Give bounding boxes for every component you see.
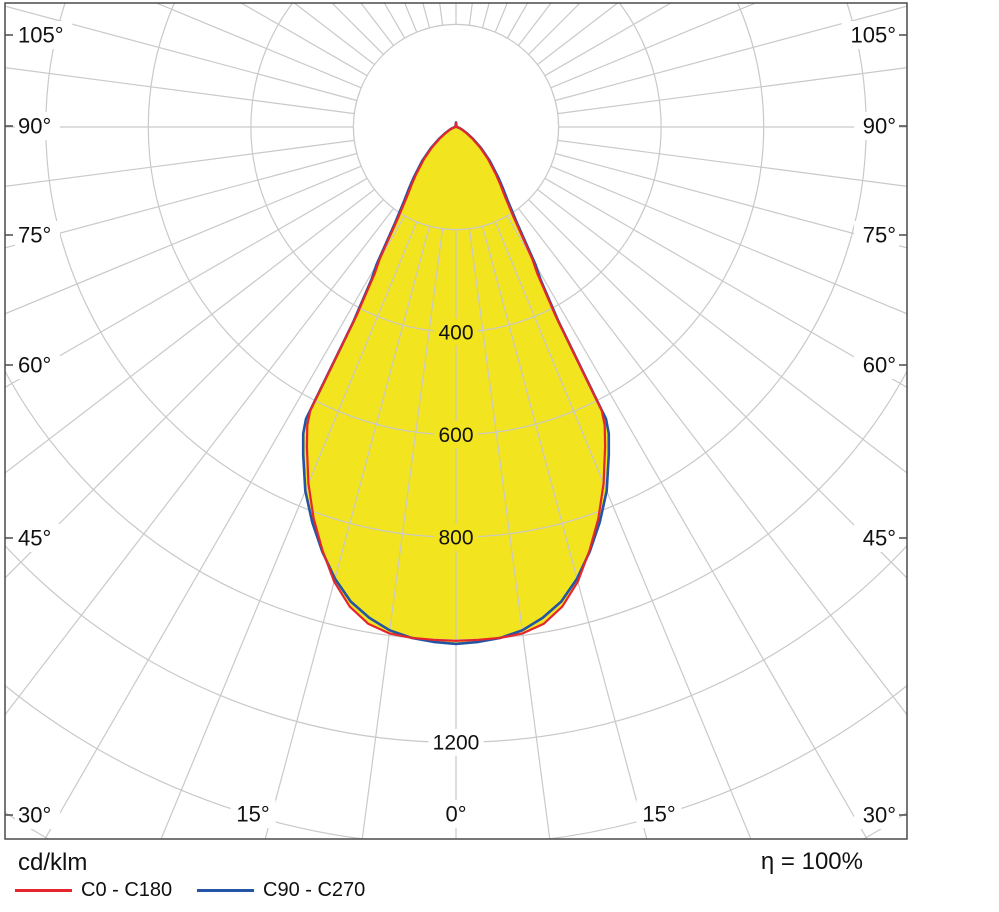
- legend-label-c0: C0 - C180: [81, 878, 173, 901]
- grid-radial-line: [5, 208, 395, 716]
- efficiency-label: η = 100%: [760, 848, 863, 875]
- angle-label-right: 60°: [863, 353, 896, 378]
- grid-radial-line: [557, 67, 907, 115]
- grid-radial-line: [361, 228, 444, 839]
- grid-radial-line: [554, 5, 907, 102]
- legend-item-c90: C90 - C270: [197, 878, 365, 902]
- angle-label-left: 60°: [18, 353, 51, 378]
- polar-chart: 400 600 800 1200 105° 105° 90° 90° 75° 75° 60° 60° 4…: [4, 2, 908, 840]
- grid-radial-line: [481, 225, 648, 839]
- grid-radial-line: [544, 177, 907, 389]
- angle-label-right: 30°: [863, 803, 896, 828]
- grid-radial-line: [5, 165, 362, 315]
- angle-label-bottom: 0°: [445, 802, 466, 827]
- angle-label-bottom: 15°: [642, 802, 675, 827]
- angle-label-left: 30°: [18, 803, 51, 828]
- legend-label-c90: C90 - C270: [263, 878, 366, 901]
- grid-radial-line: [5, 67, 355, 115]
- grid-radial-line: [5, 188, 375, 474]
- radial-value-label: 1200: [433, 732, 480, 755]
- grid-radial-line: [554, 152, 907, 249]
- grid-radial-line: [537, 3, 619, 66]
- grid-radial-line: [537, 188, 907, 474]
- angle-label-left: 45°: [18, 526, 51, 551]
- grid-radial-line: [494, 221, 752, 839]
- grid-radial-line: [468, 228, 551, 839]
- grid-radial-line: [5, 5, 358, 102]
- grid-radial-line: [544, 3, 672, 77]
- grid-radial-line: [550, 3, 758, 89]
- legend-swatch-c0-line: [15, 888, 72, 892]
- angle-label-right: 90°: [863, 114, 896, 139]
- grid-radial-line: [160, 221, 418, 839]
- chart-frame: [4, 2, 908, 840]
- grid-radial-line: [494, 3, 508, 33]
- grid-radial-line: [557, 139, 907, 187]
- radial-value-label: 600: [438, 424, 473, 447]
- grid-radial-line: [240, 3, 368, 77]
- grid-radial-line: [264, 225, 431, 839]
- legend-swatch-c90-line: [197, 888, 254, 892]
- grid-radial-line: [528, 199, 907, 579]
- radial-value-label: 400: [438, 322, 473, 345]
- grid-radial-line: [517, 208, 907, 716]
- grid-radial-line: [404, 3, 418, 33]
- grid-radial-line: [5, 177, 368, 389]
- intensity-curves: [301, 121, 611, 646]
- frame-border: [4, 2, 908, 840]
- grid-radial-line: [550, 165, 907, 315]
- angle-label-left: 75°: [18, 223, 51, 248]
- angle-label-right: 75°: [863, 223, 896, 248]
- angle-label-left: 90°: [18, 114, 51, 139]
- grid-radial-line: [5, 139, 355, 187]
- curve-c0-c180: [305, 121, 607, 642]
- grid-radial-line: [154, 3, 362, 89]
- chart-labels: 400 600 800 1200 105° 105° 90° 90° 75° 75° 60° 60° 4…: [18, 23, 896, 828]
- grid-radial-line: [44, 215, 406, 839]
- unit-label: cd/klm: [18, 849, 88, 876]
- angle-label-left: 105°: [18, 23, 64, 48]
- grid-radial-line: [517, 3, 552, 46]
- grid-radial-line: [528, 3, 581, 55]
- angle-label-right: 45°: [863, 526, 896, 551]
- legend-item-c0: C0 - C180: [15, 878, 172, 902]
- grid-radial-line: [506, 215, 868, 839]
- grid-radial-line: [5, 152, 358, 249]
- angle-label-bottom: 15°: [236, 802, 269, 827]
- angle-label-right: 105°: [850, 23, 896, 48]
- grid-radial-line: [5, 199, 384, 579]
- polar-grid: [5, 3, 907, 839]
- radial-value-label: 800: [438, 527, 473, 550]
